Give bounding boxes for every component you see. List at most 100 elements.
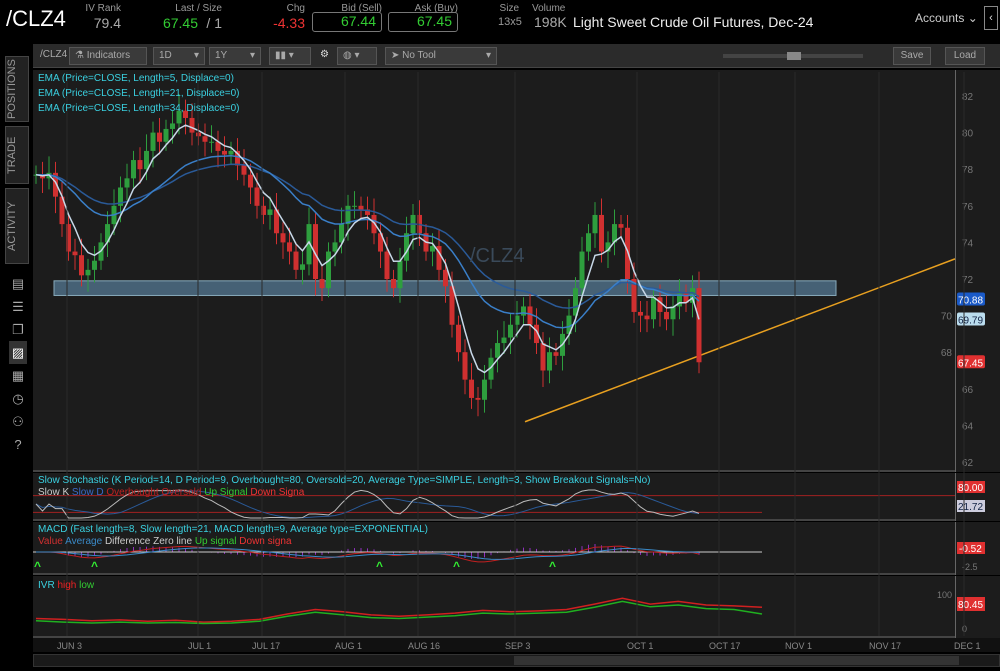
candle-body <box>449 286 455 325</box>
chart-toolbar: /CLZ4 ⚗ Indicators 1D ▾ 1Y ▾ ▮▮ ▾ ⚙ ◍ ▾ ➤ … <box>33 44 1000 68</box>
candle-body <box>527 306 533 325</box>
candle-body <box>677 293 682 307</box>
candle-body <box>124 178 130 188</box>
stochastic-label: Slow Stochastic (K Period=14, D Period=9… <box>38 475 651 486</box>
ask-label: Ask (Buy) <box>414 3 458 14</box>
horizontal-scrollbar[interactable] <box>33 654 1000 667</box>
candle-body <box>664 311 669 320</box>
indicators-button[interactable]: ⚗ Indicators <box>69 47 147 65</box>
candle-body <box>222 150 227 155</box>
size: 13x5 <box>498 16 522 28</box>
price-tick: 80 <box>962 129 974 140</box>
legend-down-signal: Down signa <box>239 536 292 547</box>
candle-body <box>118 187 123 206</box>
legend-overbought: Overbought <box>106 487 159 498</box>
candle-body <box>378 233 383 252</box>
last-size: / 1 <box>206 15 222 31</box>
dropdown-icon: ▾ <box>485 50 491 61</box>
candle-body <box>696 288 702 363</box>
drawing-tool-select[interactable]: ➤ No Tool ▾ <box>385 47 497 65</box>
candle-body <box>254 187 260 206</box>
candle-body <box>157 132 162 142</box>
candle-body <box>131 160 136 179</box>
candle-body <box>287 242 292 252</box>
size-label: Size <box>499 3 519 14</box>
scrollbar-thumb[interactable] <box>514 656 959 665</box>
candle-body <box>248 174 253 188</box>
symbol[interactable]: /CLZ4 <box>6 6 66 31</box>
collapse-button[interactable]: ‹ <box>984 6 998 30</box>
candle-body <box>521 306 526 316</box>
ask-button[interactable]: 67.45 <box>388 12 458 32</box>
slow-d-line <box>35 490 700 519</box>
candle-body <box>293 251 299 270</box>
up-signal-arrow: ^ <box>91 559 98 573</box>
candle-body <box>651 297 656 320</box>
legend-low: low <box>79 580 95 591</box>
candle-body <box>137 160 143 170</box>
accounts-menu[interactable]: Accounts ⌄ <box>915 11 978 25</box>
description: Light Sweet Crude Oil Futures, Dec-24 <box>573 14 814 30</box>
date-tick: SEP 3 <box>505 641 530 651</box>
up-signal-arrow: ^ <box>453 559 460 573</box>
date-tick: DEC 1 <box>954 641 981 651</box>
candle-body <box>631 279 637 312</box>
legend-up-signal: Up signal <box>194 536 237 547</box>
zoom-slider[interactable] <box>723 52 863 60</box>
ema5-line <box>35 124 700 374</box>
candle-body <box>202 136 208 142</box>
chart-icon[interactable]: ▨ <box>9 341 27 364</box>
candle-body <box>280 233 286 243</box>
drawing-sets-button[interactable]: ◍ ▾ <box>337 47 377 65</box>
candle-body <box>274 209 279 234</box>
candle-body <box>306 224 312 265</box>
candle-body <box>436 246 442 270</box>
save-button[interactable]: Save <box>893 47 931 65</box>
indicators-label: Indicators <box>86 50 131 61</box>
gear-icon[interactable]: ⚙ <box>320 49 329 60</box>
tool-value: No Tool <box>402 50 436 61</box>
candle-body <box>371 214 377 234</box>
candle-body <box>495 343 500 358</box>
zoom-slider-handle[interactable] <box>787 52 801 60</box>
bid-button[interactable]: 67.44 <box>312 12 382 32</box>
legend-oversold: Oversold <box>161 487 202 498</box>
candle-body <box>176 110 182 124</box>
window-icon[interactable]: ❐ <box>12 322 24 337</box>
candle-body <box>657 297 663 312</box>
macd-average-line <box>35 547 700 560</box>
load-button[interactable]: Load <box>945 47 985 65</box>
ivr-value: 80.45 <box>958 600 983 611</box>
aggregation-value: 1D <box>159 50 172 61</box>
clock-icon[interactable]: ◷ <box>12 391 24 406</box>
price-label: 67.45 <box>958 358 983 369</box>
candle-body <box>534 324 539 344</box>
candle-body <box>85 269 91 276</box>
ivr-panel[interactable] <box>33 576 955 638</box>
price-chart[interactable] <box>33 70 955 472</box>
chart-symbol[interactable]: /CLZ4 <box>40 49 68 60</box>
help-icon[interactable]: ? <box>14 437 22 452</box>
document-icon[interactable]: ▤ <box>11 276 25 291</box>
candle-body <box>53 172 58 197</box>
candle-body <box>241 165 247 175</box>
people-icon[interactable]: ⚇ <box>12 414 24 429</box>
list-icon[interactable]: ☰ <box>12 299 24 314</box>
grid-icon[interactable]: ▦ <box>11 368 25 383</box>
candle-body <box>313 224 318 279</box>
aggregation-select[interactable]: 1D ▾ <box>153 47 205 65</box>
candle-body <box>267 209 273 215</box>
timeframe-select[interactable]: 1Y ▾ <box>209 47 261 65</box>
chart-style-button[interactable]: ▮▮ ▾ <box>269 47 311 65</box>
volume-label: Volume <box>532 3 566 14</box>
price-tick: 82 <box>962 92 974 103</box>
volume: 198K <box>534 14 567 30</box>
candle-body <box>670 306 676 320</box>
legend-value: Value <box>38 536 63 547</box>
price-tick: 68 <box>941 348 953 359</box>
up-signal-arrow: ^ <box>549 559 556 573</box>
candle-body <box>586 233 591 252</box>
candle-body <box>573 288 578 316</box>
candle-body <box>79 255 84 276</box>
ivr-low-line <box>35 600 763 625</box>
